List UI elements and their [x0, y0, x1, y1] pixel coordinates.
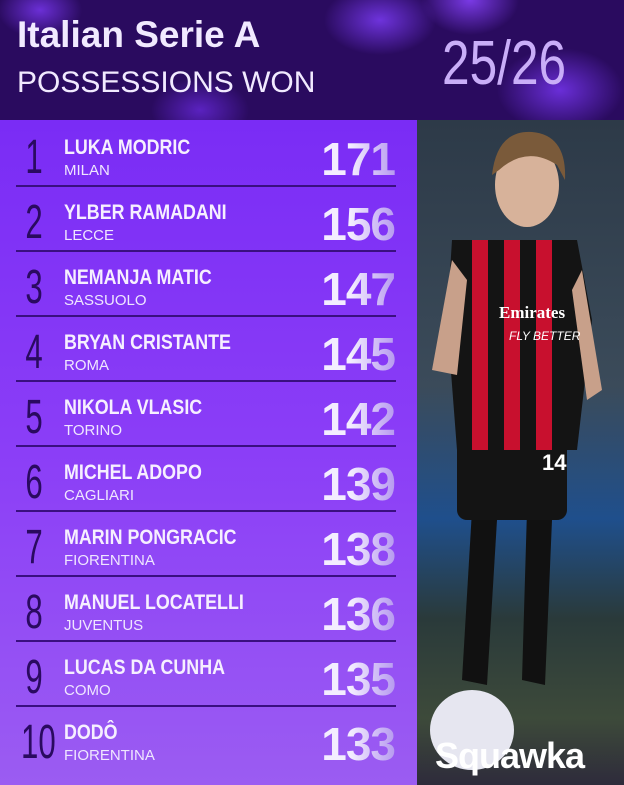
rank: 2 — [25, 196, 43, 249]
club-name: SASSUOLO — [64, 292, 147, 309]
subtitle: POSSESSIONS WON — [17, 66, 316, 99]
rank: 6 — [25, 456, 43, 509]
club-name: FIORENTINA — [64, 552, 155, 569]
possessions-value: 136 — [321, 588, 396, 640]
club-name: COMO — [64, 682, 111, 699]
squawka-logo: Squawka — [435, 735, 585, 776]
table-row: 8 MANUEL LOCATELLI JUVENTUS 136 — [0, 577, 417, 642]
club-name: MILAN — [64, 162, 110, 179]
club-name: LECCE — [64, 227, 115, 244]
divider — [16, 315, 396, 317]
possessions-value: 138 — [321, 523, 396, 575]
divider — [16, 445, 396, 447]
possessions-value: 139 — [321, 458, 396, 510]
table-row: 7 MARIN PONGRACIC FIORENTINA 138 — [0, 512, 417, 577]
shirt-sponsor-line2: FLY BETTER — [509, 329, 581, 343]
rank: 10 — [21, 716, 56, 769]
divider — [16, 640, 396, 642]
rank: 4 — [25, 326, 43, 379]
table-row: 10 DODÔ FIORENTINA 133 — [0, 707, 417, 772]
club-name: JUVENTUS — [64, 617, 144, 634]
rank: 7 — [25, 521, 43, 574]
player-name: MICHEL ADOPO — [64, 461, 202, 484]
table-row: 3 NEMANJA MATIC SASSUOLO 147 — [0, 252, 417, 317]
player-name: NIKOLA VLASIC — [64, 396, 203, 419]
rank: 1 — [25, 131, 43, 184]
shirt-number: 14 — [542, 450, 567, 475]
shirt-sponsor: Emirates — [499, 303, 565, 322]
table-row: 1 LUKA MODRIC MILAN 171 — [0, 122, 417, 187]
possessions-value: 133 — [321, 718, 396, 770]
table-row: 9 LUCAS DA CUNHA COMO 135 — [0, 642, 417, 707]
rank: 5 — [25, 391, 43, 444]
season: 25/26 — [442, 29, 567, 98]
possessions-value: 171 — [321, 133, 396, 185]
table-row: 5 NIKOLA VLASIC TORINO 142 — [0, 382, 417, 447]
header: Italian Serie A POSSESSIONS WON 25/26 — [0, 0, 624, 120]
title: Italian Serie A — [17, 14, 261, 55]
ranking-table: 1 LUKA MODRIC MILAN 171 2 YLBER RAMADANI… — [0, 120, 417, 785]
possessions-value: 135 — [321, 653, 396, 705]
possessions-value: 156 — [321, 198, 396, 250]
possessions-value: 147 — [321, 263, 396, 315]
player-name: MANUEL LOCATELLI — [64, 591, 244, 614]
table-row: 6 MICHEL ADOPO CAGLIARI 139 — [0, 447, 417, 512]
divider — [16, 575, 396, 577]
player-photo: Emirates FLY BETTER 14 — [417, 120, 624, 785]
player-name: LUKA MODRIC — [64, 136, 191, 159]
club-name: FIORENTINA — [64, 747, 155, 764]
divider — [16, 380, 396, 382]
divider — [16, 185, 396, 187]
player-name: BRYAN CRISTANTE — [64, 331, 231, 354]
divider — [16, 705, 396, 707]
club-name: TORINO — [64, 422, 123, 439]
player-name: NEMANJA MATIC — [64, 266, 212, 289]
player-name: DODÔ — [64, 721, 118, 744]
table-row: 2 YLBER RAMADANI LECCE 156 — [0, 187, 417, 252]
rank: 9 — [25, 651, 43, 704]
rank: 8 — [25, 586, 43, 639]
possessions-value: 145 — [321, 328, 396, 380]
player-name: LUCAS DA CUNHA — [64, 656, 225, 679]
player-name: YLBER RAMADANI — [64, 201, 227, 224]
divider — [16, 250, 396, 252]
player-name: MARIN PONGRACIC — [64, 526, 237, 549]
rank: 3 — [25, 261, 43, 314]
divider — [16, 510, 396, 512]
club-name: ROMA — [64, 357, 109, 374]
possessions-value: 142 — [321, 393, 396, 445]
table-row: 4 BRYAN CRISTANTE ROMA 145 — [0, 317, 417, 382]
club-name: CAGLIARI — [64, 487, 135, 504]
